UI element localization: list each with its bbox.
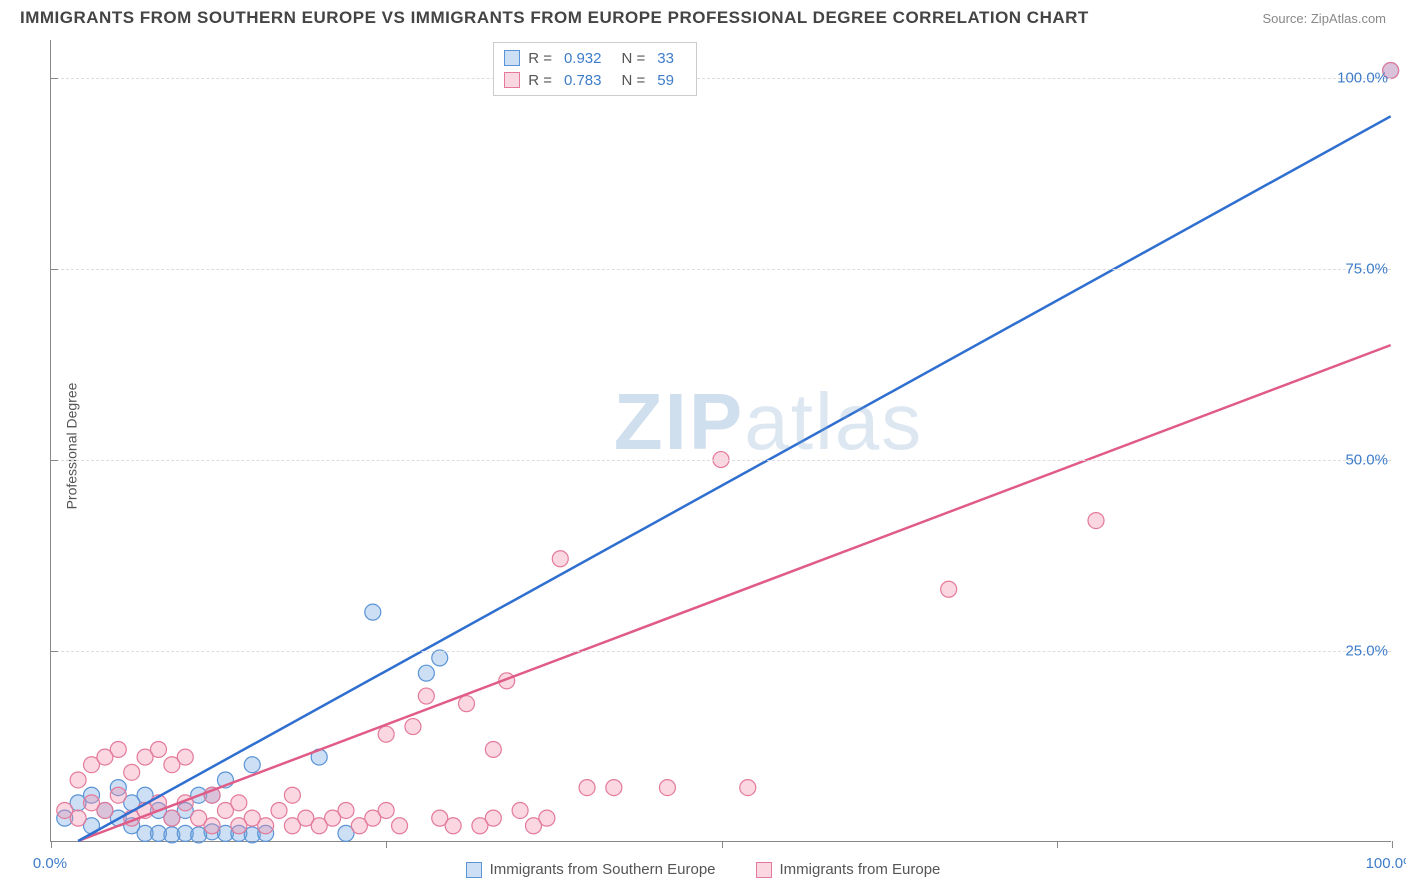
y-tick-label: 50.0% — [1345, 452, 1388, 469]
x-tick — [1392, 841, 1393, 848]
y-tick-label: 100.0% — [1337, 70, 1388, 87]
legend-row: R = 0.783 N = 59 — [504, 69, 686, 91]
scatter-point — [124, 764, 140, 780]
x-tick — [386, 841, 387, 848]
grid-line — [51, 651, 1391, 652]
legend-swatch — [504, 50, 520, 66]
scatter-point — [97, 802, 113, 818]
regression-line — [78, 345, 1391, 841]
scatter-point — [110, 741, 126, 757]
legend-label: Immigrants from Southern Europe — [490, 861, 716, 878]
series-legend: Immigrants from Southern Europe Immigran… — [0, 861, 1406, 878]
y-tick — [51, 651, 58, 652]
legend-item: Immigrants from Southern Europe — [466, 861, 716, 878]
scatter-point — [405, 719, 421, 735]
x-tick — [1057, 841, 1058, 848]
scatter-point — [150, 741, 166, 757]
scatter-svg — [51, 40, 1391, 841]
scatter-point — [1088, 513, 1104, 529]
y-tick — [51, 460, 58, 461]
r-value: 0.932 — [564, 50, 602, 67]
scatter-point — [110, 787, 126, 803]
scatter-point — [552, 551, 568, 567]
y-tick — [51, 78, 58, 79]
legend-swatch — [466, 862, 482, 878]
scatter-point — [941, 581, 957, 597]
scatter-point — [512, 802, 528, 818]
n-value: 33 — [657, 50, 674, 67]
scatter-point — [740, 780, 756, 796]
scatter-point — [606, 780, 622, 796]
scatter-point — [258, 818, 274, 834]
scatter-point — [392, 818, 408, 834]
scatter-point — [271, 802, 287, 818]
scatter-point — [459, 696, 475, 712]
r-value: 0.783 — [564, 72, 602, 89]
scatter-point — [338, 802, 354, 818]
chart-plot-area: ZIPatlas R =0.932 N =33 R =0.783 N =59 — [50, 40, 1391, 842]
scatter-point — [579, 780, 595, 796]
scatter-point — [70, 772, 86, 788]
correlation-legend: R = 0.932 N = 33 R = 0.783 N = 59 — [493, 42, 697, 96]
legend-swatch — [756, 862, 772, 878]
scatter-point — [365, 604, 381, 620]
n-label: N = — [622, 50, 646, 67]
y-tick-label: 25.0% — [1345, 643, 1388, 660]
chart-title: IMMIGRANTS FROM SOUTHERN EUROPE VS IMMIG… — [20, 8, 1089, 28]
legend-swatch — [504, 72, 520, 88]
scatter-point — [164, 810, 180, 826]
grid-line — [51, 269, 1391, 270]
source-label: Source: ZipAtlas.com — [1262, 11, 1386, 26]
scatter-point — [177, 749, 193, 765]
scatter-point — [244, 757, 260, 773]
legend-row: R = 0.932 N = 33 — [504, 47, 686, 69]
scatter-point — [378, 726, 394, 742]
y-tick-label: 75.0% — [1345, 261, 1388, 278]
scatter-point — [485, 741, 501, 757]
scatter-point — [539, 810, 555, 826]
scatter-point — [418, 688, 434, 704]
regression-line — [78, 116, 1391, 841]
legend-label: Immigrants from Europe — [780, 861, 941, 878]
scatter-point — [485, 810, 501, 826]
y-tick — [51, 269, 58, 270]
r-label: R = — [528, 72, 552, 89]
scatter-point — [70, 810, 86, 826]
n-label: N = — [622, 72, 646, 89]
x-tick — [51, 841, 52, 848]
grid-line — [51, 78, 1391, 79]
scatter-point — [204, 818, 220, 834]
scatter-point — [378, 802, 394, 818]
scatter-point — [659, 780, 675, 796]
scatter-point — [445, 818, 461, 834]
r-label: R = — [528, 50, 552, 67]
grid-line — [51, 460, 1391, 461]
n-value: 59 — [657, 72, 674, 89]
x-tick — [722, 841, 723, 848]
scatter-point — [418, 665, 434, 681]
scatter-point — [432, 650, 448, 666]
scatter-point — [231, 795, 247, 811]
scatter-point — [284, 787, 300, 803]
legend-item: Immigrants from Europe — [756, 861, 941, 878]
